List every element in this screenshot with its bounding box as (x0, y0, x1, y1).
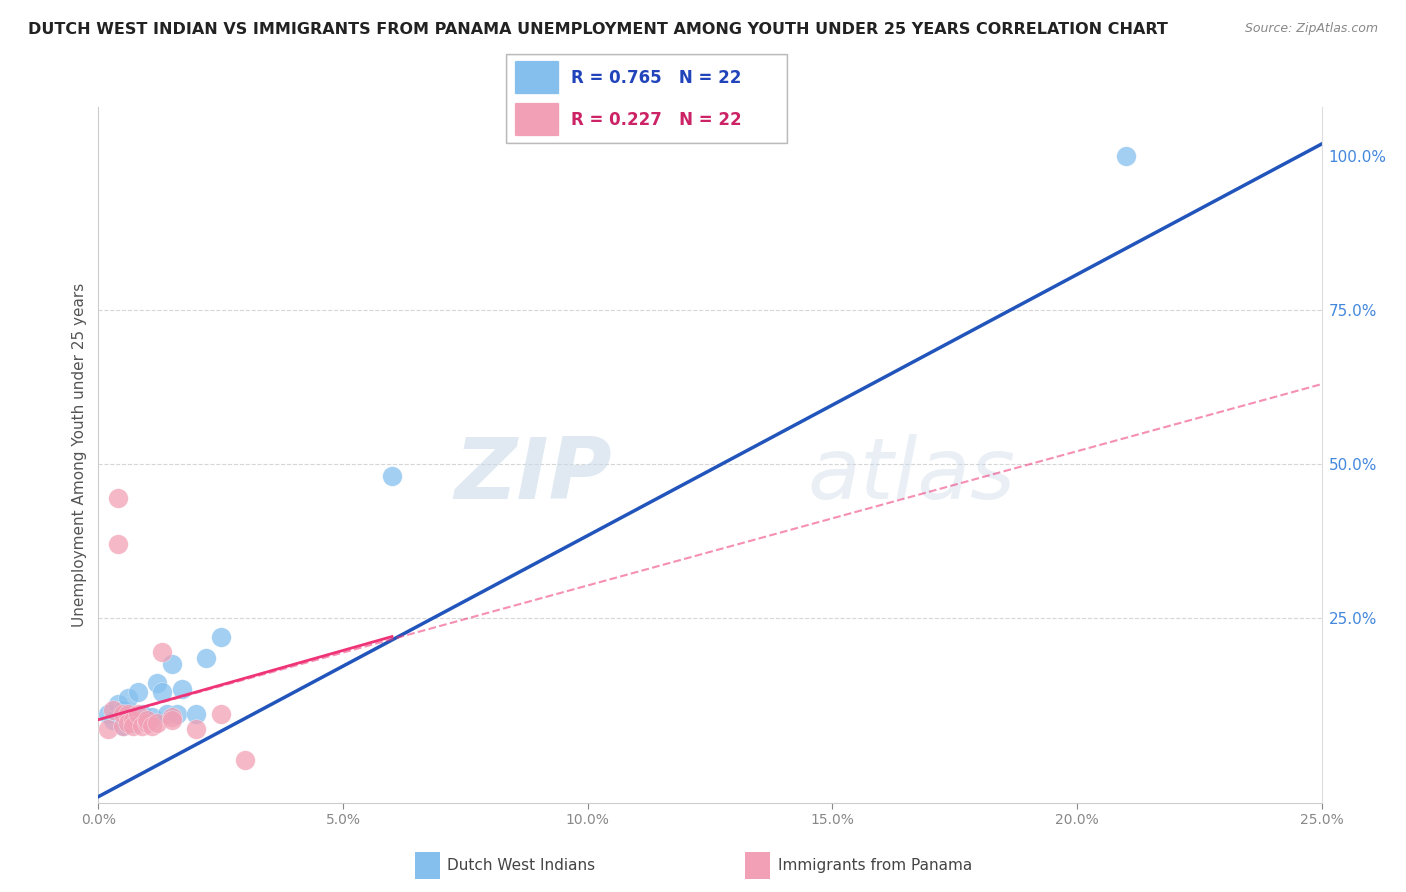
Point (156, 706, 179, 721)
Point (127, 706, 149, 721)
Point (131, 706, 153, 721)
Point (160, 657, 183, 672)
Point (136, 713, 159, 727)
Point (107, 537, 129, 551)
Text: ZIP: ZIP (454, 434, 612, 517)
Point (141, 709, 163, 723)
Text: DUTCH WEST INDIAN VS IMMIGRANTS FROM PANAMA UNEMPLOYMENT AMONG YOUTH UNDER 25 YE: DUTCH WEST INDIAN VS IMMIGRANTS FROM PAN… (28, 22, 1168, 37)
Text: Source: ZipAtlas.com: Source: ZipAtlas.com (1244, 22, 1378, 36)
Point (209, 630, 232, 644)
Point (121, 713, 143, 727)
Point (121, 719, 143, 733)
Point (107, 491, 129, 505)
Point (166, 706, 188, 721)
Point (117, 706, 139, 721)
Point (136, 713, 159, 727)
Text: atlas: atlas (808, 434, 1017, 517)
Point (107, 698, 129, 712)
Point (160, 713, 183, 727)
Point (381, 469, 404, 483)
Text: Dutch West Indians: Dutch West Indians (447, 858, 595, 872)
Point (233, 753, 256, 767)
Point (195, 651, 218, 665)
Text: R = 0.227   N = 22: R = 0.227 N = 22 (571, 111, 741, 128)
Point (121, 715, 143, 730)
Text: Immigrants from Panama: Immigrants from Panama (778, 858, 972, 872)
Point (97, 706, 120, 721)
Point (146, 715, 169, 730)
Point (1115, 149, 1137, 163)
Point (117, 715, 139, 730)
Point (111, 719, 134, 733)
Point (117, 691, 139, 706)
FancyBboxPatch shape (515, 103, 560, 136)
Point (186, 722, 208, 736)
Point (111, 719, 134, 733)
Point (141, 719, 163, 733)
Point (170, 681, 193, 696)
FancyBboxPatch shape (515, 61, 560, 95)
Text: R = 0.765   N = 22: R = 0.765 N = 22 (571, 69, 741, 87)
Point (131, 719, 153, 733)
Point (101, 713, 124, 727)
Point (101, 703, 124, 717)
Point (160, 709, 183, 723)
Point (97, 722, 120, 736)
Point (136, 715, 159, 730)
Point (127, 685, 149, 699)
Point (111, 703, 134, 717)
Point (150, 685, 173, 699)
Y-axis label: Unemployment Among Youth under 25 years: Unemployment Among Youth under 25 years (72, 283, 87, 627)
Point (209, 706, 232, 721)
Point (150, 645, 173, 659)
Point (111, 706, 134, 721)
Point (186, 706, 208, 721)
Point (146, 675, 169, 690)
